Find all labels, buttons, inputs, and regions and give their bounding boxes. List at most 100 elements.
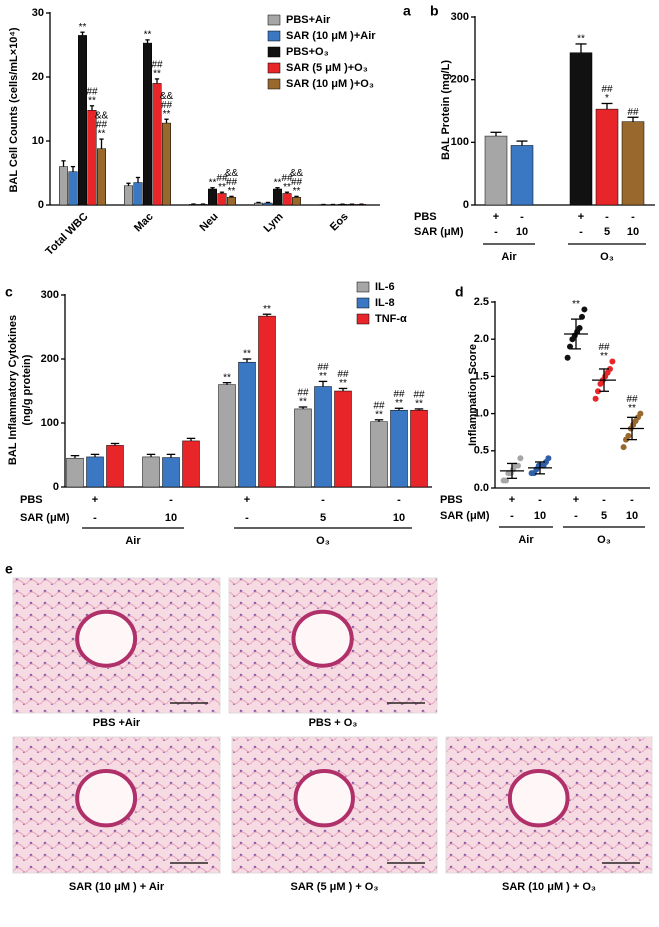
y-tick-label: 100	[41, 417, 59, 429]
significance-label: **	[319, 371, 327, 382]
data-point	[637, 410, 644, 417]
significance-label: **	[228, 186, 236, 197]
y-tick-label: 0	[53, 481, 59, 493]
condition-label: SAR (μM)	[20, 512, 70, 524]
condition-value: +	[244, 494, 250, 506]
bar	[410, 409, 428, 488]
airway	[291, 609, 354, 668]
significance-label: **	[163, 109, 171, 120]
condition-value: 10	[393, 512, 405, 524]
significance-label: &&	[160, 91, 174, 102]
y-tick-label: 300	[41, 289, 59, 301]
y-tick-label: 30	[32, 7, 44, 19]
data-point	[503, 477, 509, 484]
condition-value: -	[602, 494, 606, 506]
data-point	[515, 462, 521, 469]
significance-label: **	[223, 372, 231, 383]
data-point	[607, 365, 613, 372]
bar	[86, 456, 104, 488]
significance-label: ##	[291, 177, 303, 188]
bar	[133, 182, 143, 206]
y-axis-label: (ng/g protein)	[21, 354, 33, 425]
condition-value: -	[397, 494, 401, 506]
bar	[294, 408, 312, 488]
bar	[217, 193, 227, 206]
condition-value: -	[93, 512, 97, 524]
y-tick-label: 2.0	[474, 333, 489, 345]
bar	[124, 185, 133, 206]
significance-label: ##	[373, 400, 385, 411]
bar	[484, 135, 508, 206]
data-point	[545, 455, 552, 462]
condition-value: -	[520, 211, 524, 223]
significance-label: **	[577, 34, 585, 45]
bar	[218, 384, 236, 488]
bar	[273, 188, 282, 206]
x-tick-label: Lym	[261, 211, 285, 235]
bar	[569, 52, 593, 206]
bar	[292, 197, 301, 206]
group-label: O₃	[600, 251, 614, 263]
bar	[66, 457, 84, 488]
legend-label: SAR (10 μM )+O₃	[286, 78, 374, 90]
bar	[621, 121, 645, 206]
legend-label: SAR (10 μM )+Air	[286, 30, 376, 42]
condition-value: +	[509, 494, 515, 506]
significance-label: ##	[337, 369, 349, 380]
legend-swatch	[267, 30, 281, 42]
condition-label: SAR (μM)	[414, 226, 464, 238]
y-tick-label: 200	[451, 74, 469, 86]
y-tick-label: 100	[451, 136, 469, 148]
significance-label: ##	[601, 84, 613, 95]
bar	[258, 315, 276, 488]
significance-label: **	[395, 398, 403, 409]
data-point	[592, 395, 599, 402]
significance-label: ##	[627, 107, 639, 118]
bar	[390, 409, 408, 488]
condition-label: PBS	[20, 494, 43, 506]
bar	[263, 202, 273, 206]
significance-label: **	[144, 30, 152, 41]
bar	[68, 171, 78, 206]
bar	[97, 148, 106, 206]
significance-label: *	[605, 93, 609, 104]
legend-swatch	[267, 78, 281, 90]
significance-label: **	[274, 177, 282, 188]
significance-label: **	[209, 177, 217, 188]
bar	[254, 202, 263, 206]
bar	[162, 122, 171, 206]
significance-label: ##	[216, 173, 228, 184]
y-tick-label: 1.5	[474, 370, 489, 382]
data-point	[564, 354, 571, 361]
bar	[142, 456, 160, 488]
condition-value: -	[538, 494, 542, 506]
image-caption: SAR (5 μM ) + O₃	[291, 881, 379, 893]
data-point	[595, 388, 601, 395]
legend-swatch	[356, 281, 370, 293]
significance-label: &&	[95, 111, 109, 122]
y-axis-label: BAL Cell Counts (cells/mL×10⁴)	[8, 27, 20, 192]
panel-label: a	[403, 3, 411, 19]
significance-label: ##	[413, 390, 425, 401]
legend-label: IL-8	[375, 297, 395, 309]
bar	[78, 35, 87, 206]
bar	[208, 188, 217, 206]
condition-value: 10	[534, 510, 546, 522]
bar	[59, 166, 68, 206]
data-point	[567, 343, 573, 350]
y-axis-label: BAL Protein (mg/L)	[440, 60, 452, 160]
significance-label: ##	[86, 86, 98, 97]
significance-label: **	[263, 304, 271, 315]
condition-value: -	[169, 494, 173, 506]
condition-value: -	[494, 226, 498, 238]
condition-label: SAR (μM)	[440, 510, 490, 522]
significance-label: **	[293, 186, 301, 197]
significance-label: ##	[598, 342, 610, 353]
significance-label: **	[600, 351, 608, 362]
condition-value: -	[631, 211, 635, 223]
condition-value: -	[574, 510, 578, 522]
panel-label: e	[5, 561, 13, 577]
significance-label: ##	[151, 60, 163, 71]
